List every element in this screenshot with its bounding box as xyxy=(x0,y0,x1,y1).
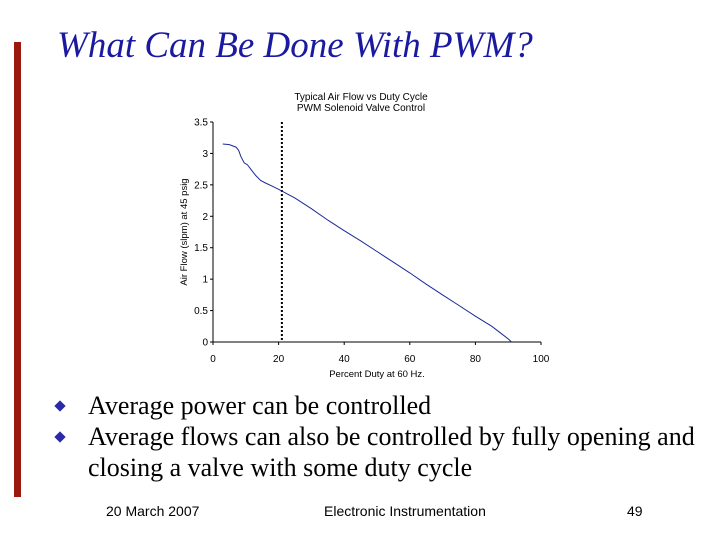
x-tick-label: 0 xyxy=(210,354,216,365)
page-number: 49 xyxy=(627,503,643,519)
accent-bar xyxy=(14,42,21,497)
x-tick-label: 40 xyxy=(339,354,351,365)
y-axis-label: Air Flow (slpm) at 45 psig xyxy=(179,178,190,285)
bullet-text: Average flows can also be controlled by … xyxy=(88,422,695,482)
bullet-item-power: Average power can be controlled xyxy=(52,390,712,421)
y-tick-label: 2 xyxy=(202,212,208,223)
bullet-list: Average power can be controlled Average … xyxy=(52,390,712,483)
bullet-item-flows: Average flows can also be controlled by … xyxy=(52,421,712,483)
y-tick-label: 2.5 xyxy=(194,180,208,191)
x-tick-label: 100 xyxy=(533,354,550,365)
x-axis-label: Percent Duty at 60 Hz. xyxy=(329,369,425,380)
x-tick-label: 80 xyxy=(470,354,482,365)
x-tick-label: 60 xyxy=(404,354,416,365)
air-flow-chart: Typical Air Flow vs Duty Cycle PWM Solen… xyxy=(179,92,550,380)
y-tick-label: 0.5 xyxy=(194,306,208,317)
y-tick-label: 1.5 xyxy=(194,243,208,254)
y-tick-label: 3.5 xyxy=(194,118,208,129)
x-tick-label: 20 xyxy=(273,354,285,365)
footer-date: 20 March 2007 xyxy=(106,503,200,519)
bullet-text: Average power can be controlled xyxy=(88,391,432,420)
y-tick-label: 1 xyxy=(202,275,208,286)
series-line-air-flow xyxy=(222,143,512,343)
diamond-bullet-icon xyxy=(54,431,66,443)
diamond-bullet-icon xyxy=(54,400,66,412)
chart-subtitle: PWM Solenoid Valve Control xyxy=(297,103,425,114)
y-tick-label: 3 xyxy=(202,149,208,160)
y-tick-label: 0 xyxy=(202,338,208,349)
chart-title: Typical Air Flow vs Duty Cycle xyxy=(294,92,428,103)
slide-title: What Can Be Done With PWM? xyxy=(57,25,533,66)
footer-title: Electronic Instrumentation xyxy=(324,503,486,519)
